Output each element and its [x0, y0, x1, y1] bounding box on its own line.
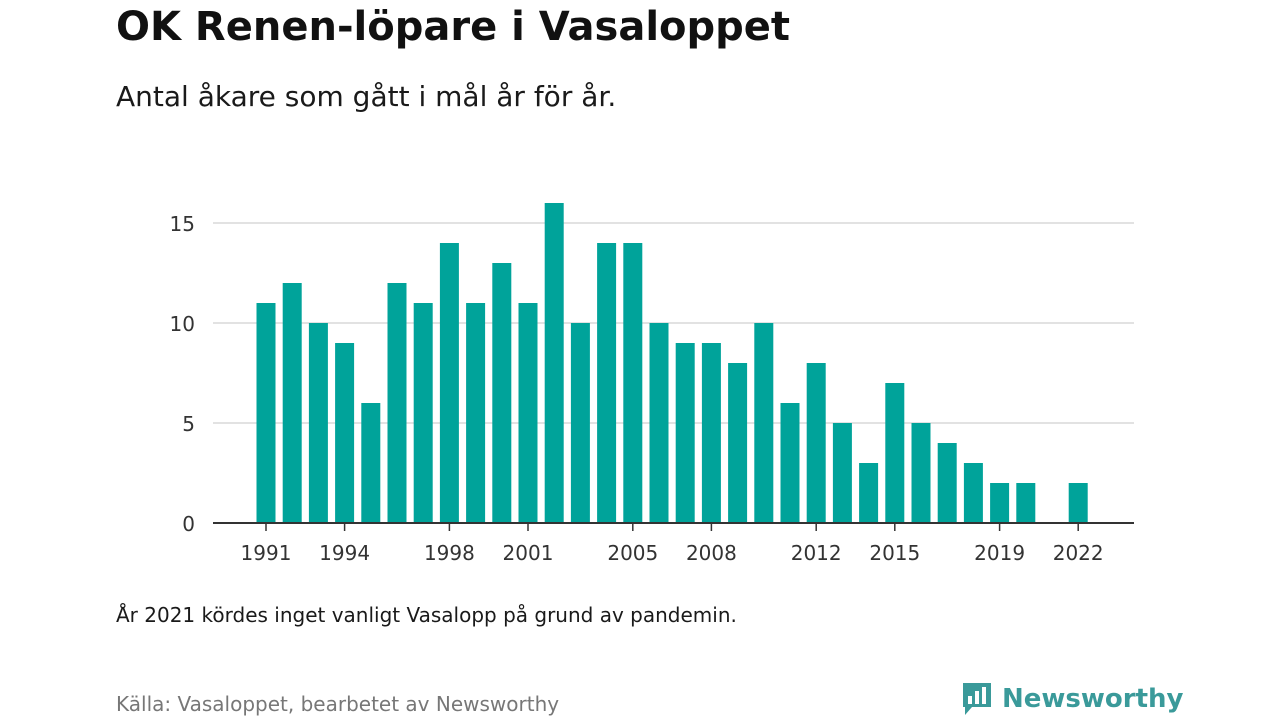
bar-2010	[754, 323, 774, 523]
source-credit: Källa: Vasaloppet, bearbetet av Newswort…	[116, 692, 560, 716]
x-axis-ticks: 1991 1994 1998 2001 2005 2008 2012 2015 2019 2022	[241, 523, 1104, 565]
bar-2001	[518, 303, 538, 523]
bar-2004	[597, 243, 617, 523]
x-tick-label: 1991	[241, 541, 292, 565]
brand-name: Newsworthy	[1002, 684, 1184, 714]
bar-2002	[544, 203, 564, 523]
chart-title: OK Renen-löpare i Vasaloppet	[116, 4, 791, 50]
bar-1995	[361, 403, 381, 523]
newsworthy-logo-icon	[963, 683, 991, 715]
x-tick-label: 2012	[791, 541, 842, 565]
newsworthy-logo: Newsworthy	[960, 680, 1183, 718]
bar-2008	[701, 343, 721, 523]
bar-1996	[387, 283, 407, 523]
x-tick-label: 2005	[607, 541, 658, 565]
bars	[256, 203, 1088, 523]
bar-2005	[623, 243, 643, 523]
bar-2014	[859, 463, 879, 523]
bar-2011	[780, 403, 800, 523]
bar-1992	[282, 283, 302, 523]
bar-2016	[911, 423, 931, 523]
bar-2006	[649, 323, 669, 523]
bar-2007	[675, 343, 695, 523]
x-tick-label: 1994	[319, 541, 370, 565]
x-tick-label: 2001	[503, 541, 554, 565]
chart-subtitle: Antal åkare som gått i mål år för år.	[116, 80, 617, 113]
bar-2018	[963, 463, 983, 523]
bar-2003	[570, 323, 590, 523]
x-tick-label: 2019	[974, 541, 1025, 565]
bar-1993	[308, 323, 328, 523]
bar-1999	[466, 303, 486, 523]
bar-2017	[937, 443, 957, 523]
x-tick-label: 1998	[424, 541, 475, 565]
y-tick-label: 0	[182, 512, 195, 536]
y-tick-label: 15	[170, 212, 195, 236]
bar-2019	[990, 483, 1010, 523]
bar-1997	[413, 303, 433, 523]
x-tick-label: 2015	[869, 541, 920, 565]
bar-2020	[1016, 483, 1036, 523]
bar-2012	[806, 363, 826, 523]
chart-note: År 2021 kördes inget vanligt Vasalopp på…	[116, 603, 737, 627]
y-tick-label: 5	[182, 412, 195, 436]
bar-2000	[492, 263, 512, 523]
bar-1994	[335, 343, 355, 523]
bar-2022	[1068, 483, 1088, 523]
y-axis-tick-labels: 0 5 10 15	[170, 212, 195, 536]
x-tick-label: 2022	[1053, 541, 1104, 565]
bar-2013	[832, 423, 852, 523]
bar-1991	[256, 303, 276, 523]
y-tick-label: 10	[170, 312, 195, 336]
x-tick-label: 2008	[686, 541, 737, 565]
bar-2015	[885, 383, 905, 523]
bar-1998	[439, 243, 459, 523]
bar-2009	[728, 363, 748, 523]
